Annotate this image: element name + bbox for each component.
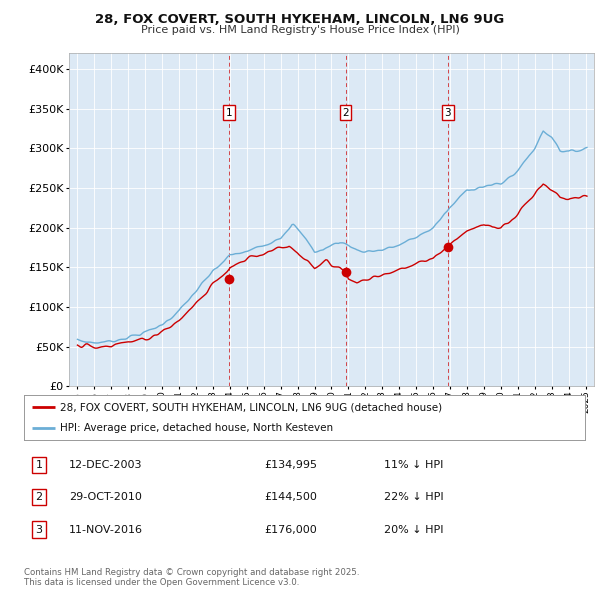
Text: 29-OCT-2010: 29-OCT-2010 — [69, 492, 142, 502]
Text: 28, FOX COVERT, SOUTH HYKEHAM, LINCOLN, LN6 9UG: 28, FOX COVERT, SOUTH HYKEHAM, LINCOLN, … — [95, 13, 505, 26]
Text: £144,500: £144,500 — [264, 492, 317, 502]
Text: £176,000: £176,000 — [264, 525, 317, 535]
Text: Price paid vs. HM Land Registry's House Price Index (HPI): Price paid vs. HM Land Registry's House … — [140, 25, 460, 35]
Text: 11-NOV-2016: 11-NOV-2016 — [69, 525, 143, 535]
Text: 3: 3 — [445, 107, 451, 117]
Text: 22% ↓ HPI: 22% ↓ HPI — [384, 492, 443, 502]
Text: HPI: Average price, detached house, North Kesteven: HPI: Average price, detached house, Nort… — [61, 422, 334, 432]
Text: 2: 2 — [35, 492, 43, 502]
Text: £134,995: £134,995 — [264, 460, 317, 470]
Text: 12-DEC-2003: 12-DEC-2003 — [69, 460, 143, 470]
Text: 3: 3 — [35, 525, 43, 535]
Text: 1: 1 — [35, 460, 43, 470]
Text: 11% ↓ HPI: 11% ↓ HPI — [384, 460, 443, 470]
Text: 2: 2 — [342, 107, 349, 117]
Text: 1: 1 — [226, 107, 232, 117]
Text: Contains HM Land Registry data © Crown copyright and database right 2025.
This d: Contains HM Land Registry data © Crown c… — [24, 568, 359, 587]
Text: 20% ↓ HPI: 20% ↓ HPI — [384, 525, 443, 535]
Text: 28, FOX COVERT, SOUTH HYKEHAM, LINCOLN, LN6 9UG (detached house): 28, FOX COVERT, SOUTH HYKEHAM, LINCOLN, … — [61, 402, 443, 412]
